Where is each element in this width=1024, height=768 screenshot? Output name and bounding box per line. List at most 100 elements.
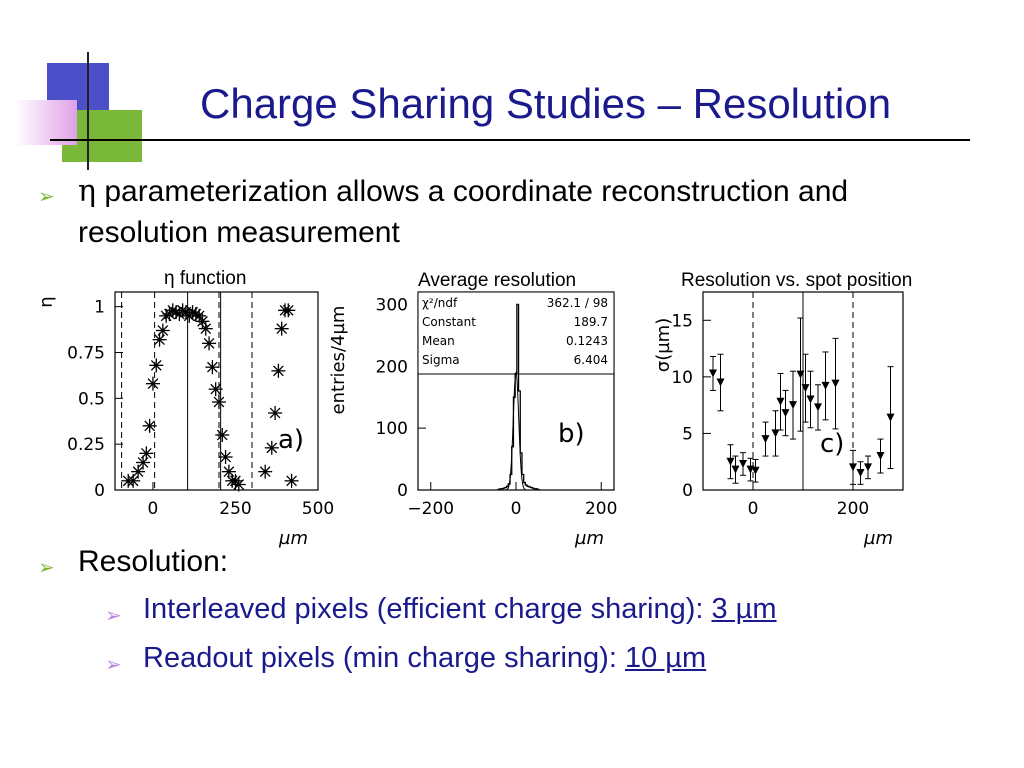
gaussian-fit-line [498,370,534,491]
stats-value: 362.1 / 98 [547,296,608,310]
stats-label: Mean [422,334,455,348]
y-tick-label: 0.25 [67,435,105,455]
readout-value: 10 µm [624,642,707,674]
logo-pink-square [15,100,77,145]
data-point-star [208,382,223,397]
data-point-triangle [876,452,885,461]
bullet-arrow-icon: ➢ [38,186,55,208]
x-tick-label: 250 [219,499,251,519]
x-axis-label: µm [278,528,308,549]
stats-value: 189.7 [574,315,608,329]
data-point-triangle [831,379,840,388]
x-tick-label: 200 [837,499,869,519]
data-point-triangle [806,395,815,404]
data-point-star [152,332,167,347]
x-tick-label: 200 [585,499,617,519]
y-tick-label: 5 [682,424,693,444]
x-tick-label: 500 [302,499,334,519]
data-point-triangle [789,401,797,410]
plot-frame [114,291,319,491]
data-point-star [231,477,246,492]
data-point-triangle [814,403,822,412]
y-tick-label: 0 [94,481,105,501]
data-point-star [258,464,273,479]
y-axis-label: σ(µm) [655,318,674,372]
data-point-star [195,314,210,329]
x-tick-label: 0 [748,499,759,519]
chart-c-caption: Resolution vs. spot position [681,270,913,291]
sub-bullet-arrow-icon: ➢ [105,654,122,676]
panel-label: b) [558,419,585,449]
stats-value: 6.404 [574,353,608,367]
data-point-star [202,336,217,351]
data-point-triangle [739,459,747,468]
y-tick-label: 100 [376,419,408,439]
data-point-star [205,360,220,375]
data-point-star [281,303,296,318]
chart-b-caption: Average resolution [418,270,577,291]
eta-function-chart: 0 250 500 0 0.25 0.5 0.75 1 µm η a) [36,291,334,549]
y-tick-label: 15 [671,311,693,331]
y-axis-label: η [36,296,57,307]
data-point-star [264,440,279,455]
panel-label: a) [278,425,304,455]
data-point-star [211,395,226,409]
data-point-triangle [801,384,810,393]
stats-value: 0.1243 [566,334,608,348]
data-point-triangle [886,413,895,422]
interleaved-label: Interleaved pixels (efficient charge sha… [143,593,712,625]
data-point-triangle [726,457,735,466]
y-tick-label: 0.5 [78,389,105,409]
data-point-triangle [781,409,790,418]
data-point-triangle [856,469,865,478]
data-point-star [274,321,289,336]
data-point-triangle [751,466,760,475]
y-tick-label: 10 [671,368,693,388]
logo-vertical-line [87,52,89,170]
stats-box [417,291,615,375]
data-point-star [145,376,160,391]
data-point-triangle [821,381,830,390]
data-point-star [271,363,286,378]
data-point-star [215,428,230,442]
eta-symbol: η [78,174,96,209]
y-tick-label: 1 [94,298,105,318]
sub-bullet-interleaved: Interleaved pixels (efficient charge sha… [143,593,777,626]
data-point-star [221,464,236,479]
bullet-eta-line2: resolution measurement [78,216,400,249]
bullet-eta-line1: parameterization allows a coordinate rec… [95,175,849,208]
stats-label: Constant [422,315,476,329]
readout-label: Readout pixels (min charge sharing): [143,642,625,674]
slide-title: Charge Sharing Studies – Resolution [200,80,892,127]
data-point-triangle [709,369,717,378]
data-point-star [139,446,154,461]
x-tick-label: 0 [511,499,522,519]
stats-label: Sigma [422,353,460,367]
data-point-triangle [761,435,770,444]
data-point-triangle [731,465,740,474]
data-point-star [218,450,233,464]
bullet-eta-text: η parameterization allows a coordinate r… [78,174,848,209]
y-axis-label: entries/4µm [328,306,349,415]
x-axis-label: µm [574,528,604,549]
data-point-triangle [771,429,780,438]
interleaved-value: 3 µm [711,593,777,625]
chart-a-caption: η function [164,268,247,289]
y-tick-label: 200 [376,357,408,377]
resolution-vs-spot-chart: 0 200 0 5 10 15 µm σ(µm) c) [655,291,904,549]
data-point-triangle [849,463,857,472]
x-axis-label: µm [863,528,893,549]
data-point-star [136,455,151,470]
data-point-triangle [716,378,725,387]
data-point-star [284,473,299,488]
data-point-star [142,418,157,433]
data-point-star [155,323,170,338]
y-tick-label: 300 [376,295,408,315]
sub-bullet-readout: Readout pixels (min charge sharing): 10 … [143,642,706,675]
bullet-resolution: Resolution: [78,545,229,578]
panel-label: c) [820,429,844,459]
y-tick-label: 0 [682,481,693,501]
histogram-line [497,303,540,491]
data-point-triangle [776,397,785,406]
y-tick-label: 0 [397,481,408,501]
